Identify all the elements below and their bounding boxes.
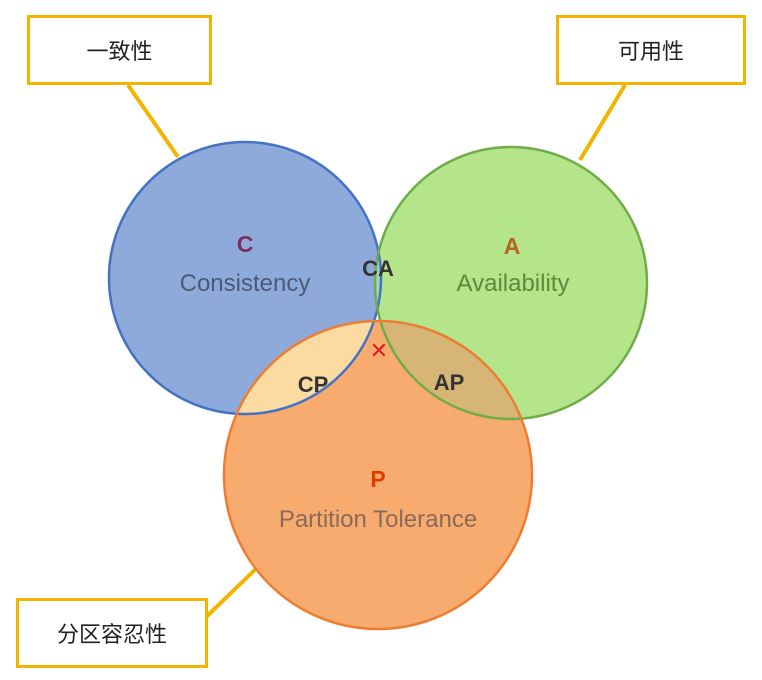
label-p-letter: P [370, 466, 385, 492]
outline-consistency [107, 140, 383, 416]
label-c-name: Consistency [180, 270, 311, 297]
region-cp [224, 321, 381, 414]
center-cross-icon: ✕ [370, 339, 388, 364]
label-a-name: Availability [457, 270, 570, 297]
callout-availability-label: 可用性 [617, 40, 684, 65]
outline-partition [222, 319, 534, 631]
connector-consistency [126, 83, 180, 159]
callout-consistency-label: 一致性 [86, 40, 153, 65]
callout-availability: 可用性 [556, 15, 746, 85]
label-cp: CP [298, 372, 329, 397]
label-p-name: Partition Tolerance [279, 506, 477, 533]
callout-partition-label: 分区容忍性 [56, 623, 167, 648]
connector-availability [578, 83, 627, 162]
callout-partition: 分区容忍性 [16, 598, 208, 668]
label-ap: AP [434, 370, 465, 395]
outline-availability [373, 145, 649, 421]
label-c-letter: C [237, 231, 254, 257]
region-ap [375, 321, 532, 419]
callout-consistency: 一致性 [27, 15, 212, 85]
connector-partition [203, 561, 264, 620]
label-ca: CA [362, 256, 394, 281]
label-a-letter: A [504, 233, 521, 259]
